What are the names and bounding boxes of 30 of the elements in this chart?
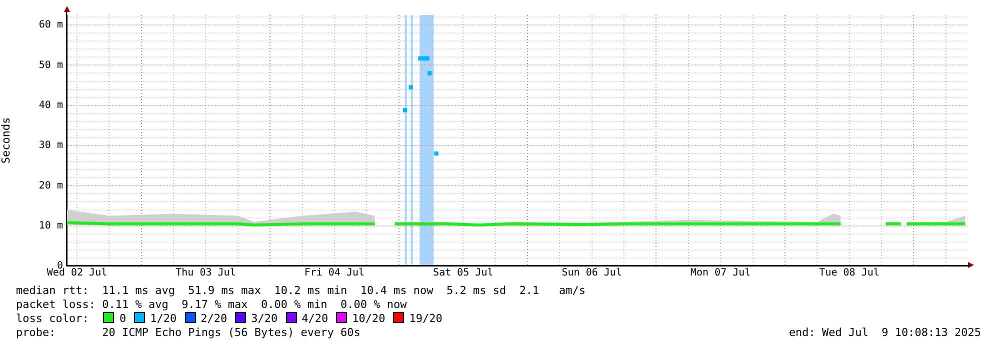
point bbox=[434, 151, 438, 156]
legend-title: loss color: bbox=[16, 312, 90, 325]
y-tick-label: 60 m bbox=[38, 20, 63, 31]
y-tick-label: 10 m bbox=[38, 220, 63, 232]
text: probe: 20 ICMP Echo Pings (56 Bytes) every 60s bbox=[16, 326, 360, 340]
legend-label: 3/20 bbox=[250, 312, 278, 325]
x-tick-label: Wed 02 Jul bbox=[46, 268, 108, 279]
point bbox=[402, 108, 408, 112]
x-tick-label: Tue 08 Jul bbox=[819, 268, 880, 279]
legend-label: 4/20 bbox=[300, 312, 328, 325]
y-tick-label: 20 m bbox=[38, 180, 63, 192]
legend-label: 1/20 bbox=[149, 312, 177, 325]
x-tick-label: Sat 05 Jul bbox=[433, 268, 494, 279]
y-tick-label: 50 m bbox=[38, 60, 63, 71]
text: median rtt: 11.1 ms avg 51.9 ms max 10.2 ms min 10.4 ms now 5.2 ms sd 2.1 am/s bbox=[16, 284, 586, 298]
y-axis-title: Seconds bbox=[0, 117, 12, 164]
y-tick-label: 30 m bbox=[38, 140, 63, 152]
x-tick-label: Thu 03 Jul bbox=[176, 268, 236, 279]
legend-label: 19/20 bbox=[408, 312, 442, 325]
x-tick-label: Fri 04 Jul bbox=[304, 268, 365, 279]
y-tick-label: 40 m bbox=[38, 100, 63, 111]
x-tick-label: Sun 06 Jul bbox=[562, 268, 622, 279]
point bbox=[428, 71, 432, 76]
legend-label: 10/20 bbox=[351, 312, 386, 325]
point bbox=[408, 85, 413, 90]
text: end: Wed Jul 9 10:08:13 2025 bbox=[788, 326, 981, 340]
x-tick-label: Mon 07 Jul bbox=[690, 268, 751, 279]
text: packet loss: 0.11 % avg 9.17 % max 0.00 % min 0.00 % now bbox=[16, 298, 407, 312]
legend-label: 2/20 bbox=[200, 312, 228, 325]
legend-label: 0 bbox=[118, 312, 126, 325]
